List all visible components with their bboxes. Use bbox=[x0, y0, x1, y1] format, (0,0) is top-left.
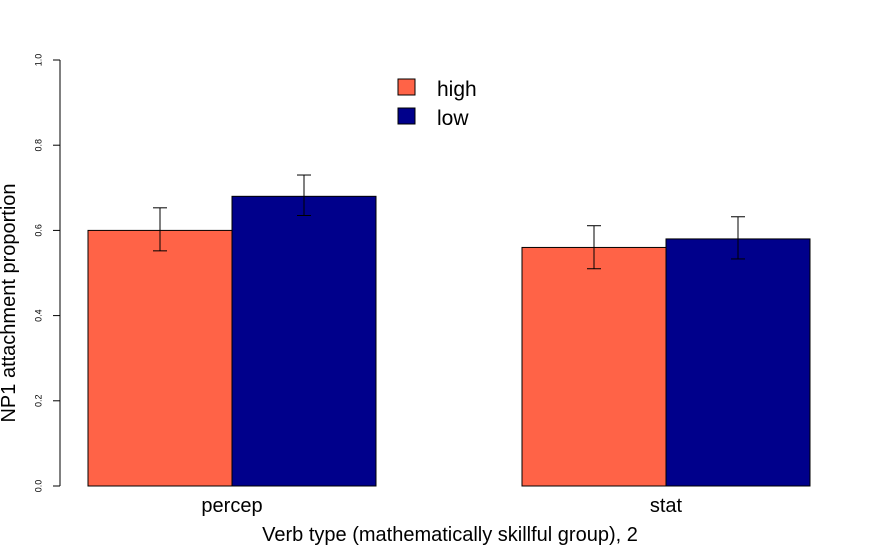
y-axis-title: NP1 attachment proportion bbox=[0, 183, 20, 422]
y-tick-label: 0.2 bbox=[33, 395, 43, 408]
legend-swatch-high bbox=[397, 78, 416, 96]
bar-percep-low bbox=[231, 195, 377, 487]
category-label-stat: stat bbox=[650, 495, 683, 517]
y-tick-label: 0.0 bbox=[33, 480, 43, 493]
error-bar-percep-low bbox=[297, 174, 311, 216]
y-tick-label: 0.6 bbox=[33, 224, 43, 237]
category-label-percep: percep bbox=[201, 495, 262, 517]
y-axis: 0.0 0.2 0.4 0.6 0.8 1.0 bbox=[33, 54, 61, 493]
y-tick-label: 0.4 bbox=[33, 309, 43, 322]
bar-stat-low bbox=[665, 238, 811, 487]
error-bar-stat-low bbox=[731, 216, 745, 260]
category-labels: percep stat bbox=[201, 495, 682, 517]
y-tick-label: 0.8 bbox=[33, 139, 43, 152]
error-bars bbox=[153, 174, 745, 270]
legend-item-low: low bbox=[397, 107, 469, 130]
x-axis-title: Verb type (mathematically skillful group… bbox=[262, 524, 638, 546]
legend-label-low: low bbox=[437, 107, 469, 130]
legend-swatch-low bbox=[397, 107, 416, 125]
legend: high low bbox=[397, 78, 477, 130]
bar-stat-high bbox=[521, 246, 667, 487]
error-bar-percep-high bbox=[153, 207, 167, 252]
legend-item-high: high bbox=[397, 78, 477, 101]
error-bar-stat-high bbox=[587, 225, 601, 270]
bars bbox=[87, 195, 811, 487]
legend-label-high: high bbox=[437, 78, 477, 101]
y-tick-label: 1.0 bbox=[33, 54, 43, 67]
bar-percep-high bbox=[87, 229, 233, 487]
